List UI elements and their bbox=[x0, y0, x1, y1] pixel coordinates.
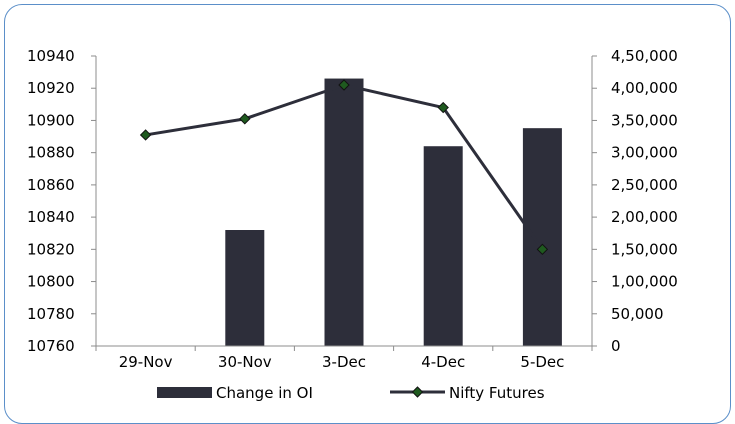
right-axis-tick-label: 2,00,000 bbox=[611, 208, 678, 226]
line-point-nifty-futures bbox=[239, 113, 251, 125]
bar-change-in-oi bbox=[522, 128, 562, 346]
x-axis-tick-label: 4-Dec bbox=[421, 353, 465, 371]
line-point-nifty-futures bbox=[139, 129, 152, 141]
legend-marker-nifty-futures bbox=[411, 386, 424, 398]
left-axis-ticks: 10940 10920 10900 10880 10860 10840 10820 10800… bbox=[27, 47, 96, 355]
right-axis-tick-label: 0 bbox=[611, 337, 621, 355]
right-axis-tick-label: 4,50,000 bbox=[611, 47, 678, 65]
left-axis-tick-label: 10820 bbox=[27, 240, 75, 258]
left-axis-tick-label: 10940 bbox=[27, 47, 75, 65]
left-axis-tick-label: 10880 bbox=[27, 144, 75, 162]
left-axis-tick-label: 10920 bbox=[27, 79, 75, 97]
right-axis-tick-label: 1,00,000 bbox=[611, 273, 678, 291]
right-axis-tick-label: 3,00,000 bbox=[611, 144, 678, 162]
right-axis-tick-label: 2,50,000 bbox=[611, 176, 678, 194]
left-axis-tick-label: 10900 bbox=[27, 111, 75, 129]
right-axis-tick-label: 3,50,000 bbox=[611, 111, 678, 129]
x-axis-tick-label: 3-Dec bbox=[322, 353, 366, 371]
left-axis-tick-label: 10760 bbox=[27, 337, 75, 355]
right-axis-tick-label: 4,00,000 bbox=[611, 79, 678, 97]
combo-chart: 10940 10920 10900 10880 10860 10840 10820 10800… bbox=[27, 47, 678, 402]
left-axis-tick-label: 10800 bbox=[27, 273, 75, 291]
left-axis-tick-label: 10840 bbox=[27, 208, 75, 226]
bar-change-in-oi bbox=[225, 230, 265, 346]
category-labels: 29-Nov 30-Nov 3-Dec 4-Dec 5-Dec bbox=[119, 353, 565, 371]
legend-label-nifty-futures: Nifty Futures bbox=[449, 384, 545, 402]
line-point-nifty-futures bbox=[536, 243, 549, 256]
x-axis-tick-label: 5-Dec bbox=[520, 353, 564, 371]
right-axis-tick-label: 50,000 bbox=[611, 305, 664, 323]
legend: Change in OI Nifty Futures bbox=[157, 384, 545, 402]
line-point-nifty-futures bbox=[437, 101, 449, 114]
x-axis-tick-label: 30-Nov bbox=[218, 353, 272, 371]
line-nifty-futures bbox=[139, 79, 549, 256]
bars-change-in-oi bbox=[225, 78, 562, 347]
chart-frame bbox=[4, 4, 731, 424]
axes bbox=[95, 56, 593, 351]
bar-change-in-oi bbox=[423, 146, 463, 346]
legend-label-change-in-oi: Change in OI bbox=[216, 384, 313, 402]
bar-change-in-oi bbox=[324, 78, 364, 347]
right-axis-ticks: 4,50,000 4,00,000 3,50,000 3,00,000 2,50,000… bbox=[592, 47, 678, 355]
x-axis-tick-label: 29-Nov bbox=[119, 353, 173, 371]
left-axis-tick-label: 10860 bbox=[27, 176, 75, 194]
line-point-nifty-futures bbox=[338, 79, 350, 91]
left-axis-tick-label: 10780 bbox=[27, 305, 75, 323]
right-axis-tick-label: 1,50,000 bbox=[611, 240, 678, 258]
legend-swatch-change-in-oi bbox=[157, 387, 212, 398]
